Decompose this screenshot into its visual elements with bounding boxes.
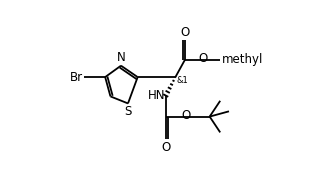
Text: O: O	[161, 141, 170, 154]
Text: methyl: methyl	[222, 53, 263, 66]
Text: O: O	[180, 26, 190, 39]
Text: O: O	[198, 52, 207, 65]
Text: S: S	[124, 105, 132, 118]
Text: Br: Br	[70, 71, 83, 84]
Text: HN: HN	[147, 89, 165, 102]
Text: O: O	[181, 109, 191, 122]
Text: N: N	[116, 51, 125, 64]
Text: &1: &1	[177, 76, 189, 85]
